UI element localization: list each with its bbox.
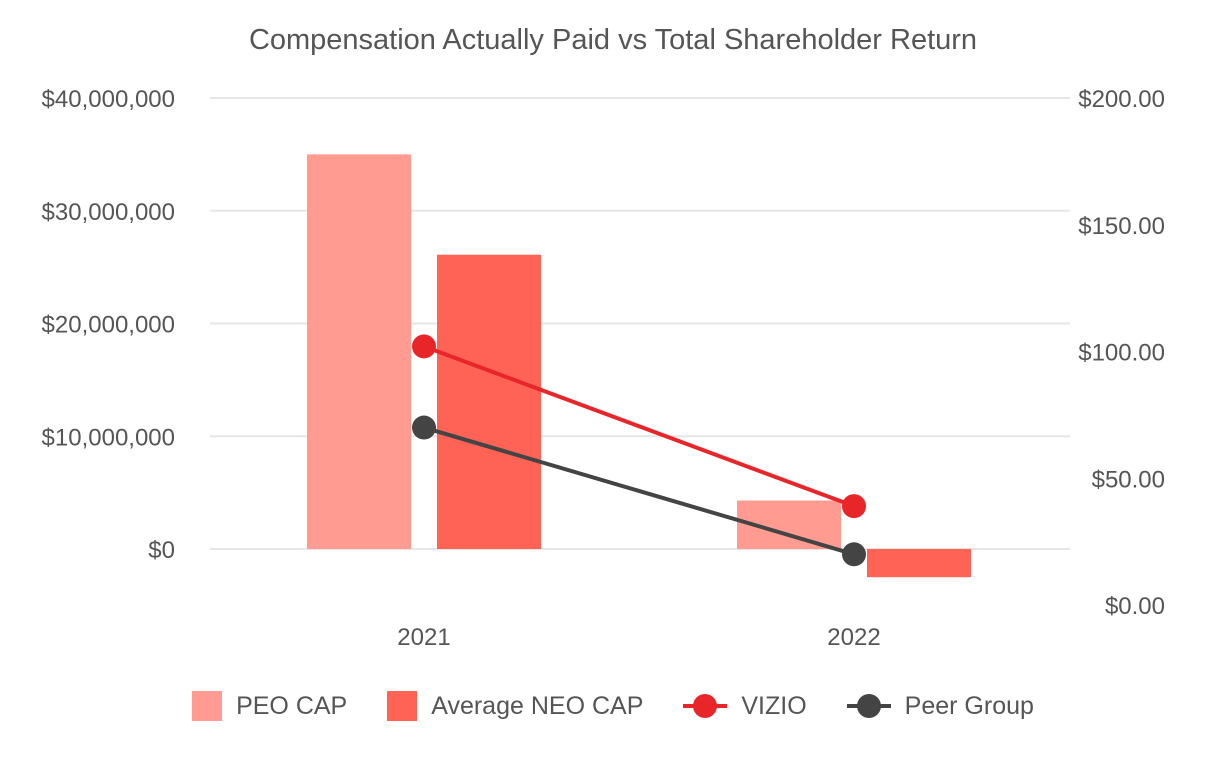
legend-item-peer-group[interactable]: Peer Group: [846, 691, 1034, 721]
peer-group-line-marker-icon: [846, 691, 891, 721]
right-tick-label: $50.00: [1092, 466, 1165, 493]
legend-label-peer-group: Peer Group: [904, 691, 1034, 720]
right-tick-label: $100.00: [1078, 340, 1165, 367]
point-peer-group-2021[interactable]: [412, 415, 436, 440]
x-tick-label: 2021: [397, 624, 450, 651]
chart-title: Compensation Actually Paid vs Total Shar…: [248, 24, 978, 56]
bar-peo-cap-2021[interactable]: [307, 154, 411, 549]
right-axis: $200.00 $150.00 $100.00 $50.00 $0.00: [1078, 86, 1165, 620]
average-neo-cap-swatch: [387, 691, 418, 721]
legend-label-vizio: VIZIO: [741, 691, 807, 720]
left-tick-label: $10,000,000: [42, 424, 175, 451]
left-tick-label: $20,000,000: [42, 312, 175, 339]
right-tick-label: $150.00: [1078, 213, 1165, 240]
right-tick-label: $0.00: [1105, 593, 1165, 620]
peo-cap-swatch: [192, 691, 223, 721]
vizio-line-marker-icon: [683, 691, 728, 721]
legend-item-average-neo-cap[interactable]: Average NEO CAP: [387, 691, 643, 721]
right-tick-label: $200.00: [1078, 86, 1165, 113]
legend-item-peo-cap[interactable]: PEO CAP: [192, 691, 347, 721]
legend-label-average-neo-cap: Average NEO CAP: [431, 691, 644, 720]
left-axis: $40,000,000 $30,000,000 $20,000,000 $10,000…: [42, 86, 175, 564]
line-peer-group: [423, 425, 855, 557]
bar-average-neo-cap-2021[interactable]: [437, 254, 541, 549]
x-axis: 2021 2022: [397, 624, 880, 651]
chart-plot: $40,000,000 $30,000,000 $20,000,000 $10,000…: [42, 86, 1165, 651]
point-vizio-2021[interactable]: [412, 334, 436, 359]
left-tick-label: $30,000,000: [42, 199, 175, 226]
legend: PEO CAP Average NEO CAP VIZIO Peer Group: [0, 684, 1226, 728]
point-peer-group-2022[interactable]: [842, 542, 866, 567]
line-series: [412, 334, 866, 567]
point-vizio-2022[interactable]: [842, 494, 866, 519]
line-vizio: [423, 344, 855, 509]
legend-label-peo-cap: PEO CAP: [236, 691, 348, 720]
bar-series: [307, 154, 971, 578]
left-tick-label: $0: [148, 537, 175, 564]
legend-item-vizio[interactable]: VIZIO: [683, 691, 807, 721]
bar-average-neo-cap-2022[interactable]: [867, 549, 971, 578]
x-tick-label: 2022: [827, 624, 880, 651]
left-tick-label: $40,000,000: [42, 86, 175, 113]
